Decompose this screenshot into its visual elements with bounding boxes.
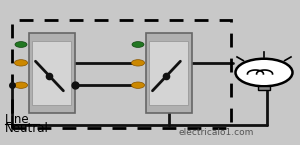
FancyBboxPatch shape	[146, 33, 192, 113]
Circle shape	[14, 82, 28, 88]
Circle shape	[236, 59, 292, 86]
Text: Line: Line	[4, 113, 29, 126]
Circle shape	[132, 42, 144, 47]
Text: electricalo1.com: electricalo1.com	[178, 128, 254, 137]
Circle shape	[131, 60, 145, 66]
Bar	[258, 86, 270, 90]
FancyBboxPatch shape	[28, 33, 75, 113]
Circle shape	[15, 42, 27, 47]
Circle shape	[131, 82, 145, 88]
FancyBboxPatch shape	[32, 41, 71, 105]
Text: Neutral: Neutral	[4, 122, 48, 135]
FancyBboxPatch shape	[149, 41, 188, 105]
Circle shape	[14, 60, 28, 66]
